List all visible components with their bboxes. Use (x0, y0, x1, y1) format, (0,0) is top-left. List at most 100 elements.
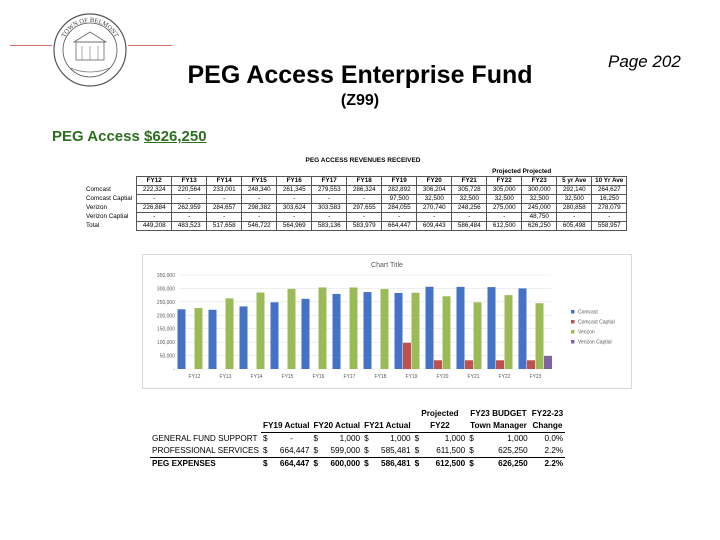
bar-comcast-fy19 (394, 293, 403, 369)
revenues-cell: 226,884 (136, 203, 173, 213)
bar-comcast-fy22 (487, 287, 496, 369)
expense-total-change: 2.2% (529, 457, 566, 470)
currency-symbol: $ (469, 434, 474, 443)
revenues-col-header: FY17 (311, 176, 348, 186)
y-tick-label: - (173, 367, 175, 373)
expense-row: GENERAL FUND SUPPORT $ - $1,000 $1,000 $1… (150, 433, 565, 446)
bar-verizon-fy18 (380, 289, 389, 369)
revenues-cell: 583,979 (346, 221, 383, 231)
revenues-row-label: Comcast (86, 186, 111, 193)
expense-row: PROFESSIONAL SERVICES $664,447 $599,000 … (150, 445, 565, 458)
revenues-cell: 612,500 (486, 221, 523, 231)
revenues-cell: 306,204 (416, 185, 453, 195)
page-number: Page 202 (608, 52, 681, 71)
revenues-cell: - (556, 212, 593, 222)
revenues-cell: 32,500 (521, 194, 558, 204)
revenues-header-row: FY12 FY13 FY14 FY15 FY16 FY17 FY18 FY19 FY20 FY21… (84, 176, 628, 186)
header-change-top: FY22-23 (531, 409, 564, 418)
revenues-col-header: FY15 (241, 176, 278, 186)
expense-fy23: 1,000 (507, 434, 528, 443)
revenues-col-header: FY21 (451, 176, 488, 186)
revenues-cell: 298,382 (241, 203, 278, 213)
revenues-cell: 220,564 (171, 185, 208, 195)
revenues-cell: - (311, 212, 348, 222)
bar-verizon-fy19 (411, 292, 420, 369)
revenues-row: Verizon Captial - - - - - - - - - - -48,750- - (84, 212, 628, 222)
revenues-row: Total 449,208 483,523 517,658 546,722 564,969… (84, 221, 628, 231)
revenues-row-label: Comcast Captial (86, 195, 133, 202)
expense-fy19: 664,447 (279, 446, 310, 455)
revenues-cell: 284,657 (206, 203, 243, 213)
page-subtitle: (Z99) (340, 92, 380, 109)
revenues-col-header: FY18 (346, 176, 383, 186)
revenues-row: Verizon 226,884 262,959 284,657 298,382 303,6… (84, 203, 628, 213)
currency-symbol: $ (364, 446, 369, 455)
revenues-cell: 303,583 (311, 203, 348, 213)
legend-label: Verizon Captial (578, 340, 612, 346)
expense-total-fy20: 600,000 (322, 457, 363, 470)
currency-symbol: $ (311, 457, 323, 470)
bar-comcast-fy14 (239, 306, 248, 369)
revenues-cell: 626,250 (521, 221, 558, 231)
legend-label: Comcast (578, 310, 598, 316)
revenues-title: PEG ACCESS REVENUES RECEIVED (305, 157, 421, 164)
x-tick-label: FY23 (530, 374, 542, 380)
fund-summary: PEG Access $626,250 (52, 128, 207, 145)
revenues-cell: 32,500 (451, 194, 488, 204)
expense-total-label: PEG EXPENSES (150, 457, 261, 470)
revenues-cell: - (171, 212, 208, 222)
seal-rule-left (10, 45, 52, 46)
currency-symbol: $ (262, 446, 268, 455)
bar-comcast-fy18 (363, 292, 372, 369)
revenues-cell: - (241, 194, 278, 204)
y-tick-label: 250,000 (157, 300, 175, 306)
bar-verizon-fy12 (194, 308, 203, 369)
revenues-cell: - (206, 194, 243, 204)
x-tick-label: FY13 (220, 374, 232, 380)
expense-fy20: 1,000 (339, 434, 361, 443)
y-tick-label: 200,000 (157, 313, 175, 319)
revenues-cell: 303,624 (276, 203, 313, 213)
revenues-cell: 262,959 (171, 203, 208, 213)
currency-symbol: $ (414, 446, 420, 455)
x-tick-label: FY18 (375, 374, 387, 380)
revenues-cell: 558,957 (591, 221, 628, 231)
revenues-projected-row: Projected Projected (84, 168, 627, 177)
revenues-cell: - (171, 194, 208, 204)
x-tick-label: FY16 (313, 374, 325, 380)
legend-label: Verizon (578, 330, 595, 336)
revenues-cell: 32,500 (556, 194, 593, 204)
expense-fy21: 1,000 (390, 434, 411, 443)
revenues-cell: 300,000 (521, 185, 558, 195)
currency-symbol: $ (313, 434, 319, 443)
revenues-cell: - (206, 212, 243, 222)
header-budget: FY23 BUDGET (470, 409, 527, 418)
revenues-table: Projected Projected FY12 FY13 FY14 FY15 FY16… (84, 168, 628, 231)
bar-verizon-fy20 (442, 296, 451, 369)
bar-comcast-fy12 (177, 309, 186, 369)
bar-comcast-captial-fy22 (496, 360, 504, 369)
bar-comcast-captial-fy20 (434, 360, 442, 369)
legend-swatch (571, 340, 575, 344)
town-seal-logo: TOWN OF BELMONT (53, 13, 127, 87)
revenues-cell: 609,443 (416, 221, 453, 231)
header-projected: Projected (421, 409, 459, 418)
expense-fy23: 625,250 (498, 446, 528, 455)
y-tick-label: 50,000 (160, 354, 176, 360)
revenue-chart-svg: Chart Title FY12 FY13 FY14 FY15 FY16 FY17 FY18… (157, 262, 615, 380)
bar-comcast-captial-fy21 (465, 360, 473, 369)
expense-fy22: 611,500 (436, 446, 466, 455)
revenues-col-header: FY23 (521, 176, 558, 186)
revenues-cell: 292,140 (556, 185, 593, 195)
revenues-cell: 97,500 (381, 194, 418, 204)
revenues-cell: - (486, 212, 523, 222)
revenues-col-header: FY22 (486, 176, 523, 186)
revenues-cell: 664,447 (381, 221, 418, 231)
legend-swatch (571, 310, 575, 314)
revenues-cell: - (451, 212, 488, 222)
revenues-cell: 270,740 (416, 203, 453, 213)
revenues-cell: 449,208 (136, 221, 173, 231)
revenues-cell: 282,892 (381, 185, 418, 195)
y-tick-label: 100,000 (157, 340, 175, 346)
revenues-cell: - (276, 212, 313, 222)
